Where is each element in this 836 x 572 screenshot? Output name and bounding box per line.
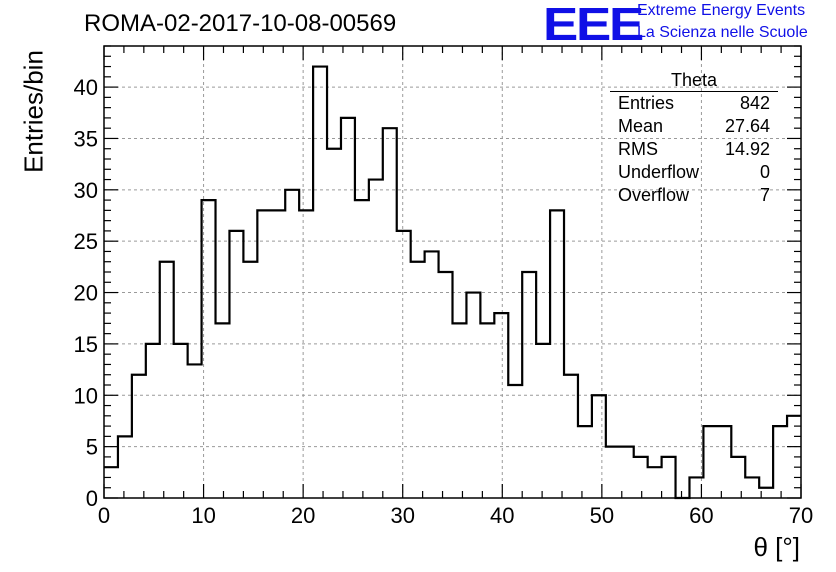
stats-value: 27.64 bbox=[724, 116, 770, 136]
histogram-bin bbox=[648, 467, 662, 498]
histogram-bin bbox=[578, 426, 592, 498]
histogram-bin bbox=[536, 344, 550, 498]
eee-logo: EEE bbox=[543, 0, 644, 50]
histogram-bin bbox=[411, 262, 425, 498]
y-tick-label: 30 bbox=[74, 178, 98, 203]
histogram-bin bbox=[299, 210, 313, 498]
y-tick-label: 10 bbox=[74, 383, 98, 408]
histogram-bin bbox=[745, 477, 759, 498]
histogram-bin bbox=[662, 457, 676, 498]
histogram-bin bbox=[202, 200, 216, 498]
histogram-bin bbox=[731, 457, 745, 498]
stats-value: 7 bbox=[759, 185, 770, 205]
stats-value: 842 bbox=[739, 93, 770, 113]
histogram-bin bbox=[285, 190, 299, 498]
stats-row-underflow: Underflow 0 bbox=[610, 161, 778, 184]
histogram-bin bbox=[634, 457, 648, 498]
histogram-bin bbox=[606, 447, 620, 498]
stats-label: Overflow bbox=[618, 185, 690, 205]
histogram-bin bbox=[104, 467, 118, 498]
histogram-bin bbox=[188, 364, 202, 498]
axis-ticks bbox=[103, 45, 802, 499]
x-tick-label: 10 bbox=[191, 503, 215, 528]
stats-row-entries: Entries 842 bbox=[610, 92, 778, 115]
stats-value: 14.92 bbox=[724, 139, 770, 159]
histogram-bin bbox=[341, 118, 355, 498]
histogram-bin bbox=[271, 210, 285, 498]
stats-label: Mean bbox=[618, 116, 664, 136]
stats-title: Theta bbox=[610, 70, 778, 92]
histogram-bin bbox=[257, 210, 271, 498]
histogram-bin bbox=[717, 426, 731, 498]
run-title: ROMA-02-2017-10-08-00569 bbox=[84, 10, 397, 37]
y-tick-label: 5 bbox=[86, 435, 98, 460]
histogram-bin bbox=[522, 272, 536, 498]
y-tick-label: 25 bbox=[74, 229, 98, 254]
y-tick-label: 40 bbox=[74, 75, 98, 100]
eee-tagline-1: Extreme Energy Events bbox=[637, 2, 806, 19]
x-tick-label: 20 bbox=[291, 503, 315, 528]
histogram-bin bbox=[327, 149, 341, 498]
histogram-bin bbox=[703, 426, 717, 498]
x-tick-label: 70 bbox=[789, 503, 813, 528]
histogram-bin bbox=[229, 231, 243, 498]
histogram-bin bbox=[355, 200, 369, 498]
histogram-bin bbox=[773, 426, 787, 498]
histogram-bin bbox=[118, 436, 132, 498]
histogram-bin bbox=[174, 344, 188, 498]
histogram-bin bbox=[480, 323, 494, 498]
stats-row-rms: RMS 14.92 bbox=[610, 138, 778, 161]
x-tick-label: 0 bbox=[98, 503, 110, 528]
stats-label: RMS bbox=[618, 139, 658, 159]
stats-label: Underflow bbox=[618, 162, 700, 182]
histogram-bin bbox=[397, 231, 411, 498]
y-tick-label: 0 bbox=[86, 486, 98, 511]
histogram-bin bbox=[550, 210, 564, 498]
histogram-bin bbox=[383, 128, 397, 498]
y-axis-title: Entries/bin bbox=[18, 50, 49, 173]
histogram-bin bbox=[146, 344, 160, 498]
histogram-bin bbox=[425, 251, 439, 498]
histogram-bin bbox=[620, 447, 634, 498]
histogram-bin bbox=[592, 395, 606, 498]
histogram-bin bbox=[508, 385, 522, 498]
histogram-bin bbox=[132, 375, 146, 498]
histogram-bin bbox=[453, 323, 467, 498]
histogram-bin bbox=[369, 180, 383, 498]
stats-label: Entries bbox=[618, 93, 675, 113]
histogram-bin bbox=[243, 262, 257, 498]
y-tick-label: 20 bbox=[74, 281, 98, 306]
stats-row-overflow: Overflow 7 bbox=[610, 184, 778, 207]
x-tick-label: 50 bbox=[590, 503, 614, 528]
histogram-bin bbox=[439, 272, 453, 498]
y-tick-label: 15 bbox=[74, 332, 98, 357]
stats-row-mean: Mean 27.64 bbox=[610, 115, 778, 138]
eee-tagline-2: La Scienza nelle Scuole bbox=[637, 24, 808, 41]
x-axis-title: θ [°] bbox=[753, 532, 800, 562]
x-tick-label: 60 bbox=[689, 503, 713, 528]
histogram-bin bbox=[313, 67, 327, 498]
histogram-bin bbox=[216, 323, 230, 498]
y-tick-label: 35 bbox=[74, 126, 98, 151]
x-tick-label: 30 bbox=[390, 503, 414, 528]
histogram-bin bbox=[466, 293, 480, 498]
histogram-bin bbox=[494, 313, 508, 498]
stats-box: Theta Entries 842 Mean 27.64 RMS 14.92 U… bbox=[610, 70, 778, 207]
histogram-bin bbox=[564, 375, 578, 498]
histogram-bin bbox=[160, 262, 174, 498]
x-tick-label: 40 bbox=[490, 503, 514, 528]
stats-value: 0 bbox=[759, 162, 770, 182]
